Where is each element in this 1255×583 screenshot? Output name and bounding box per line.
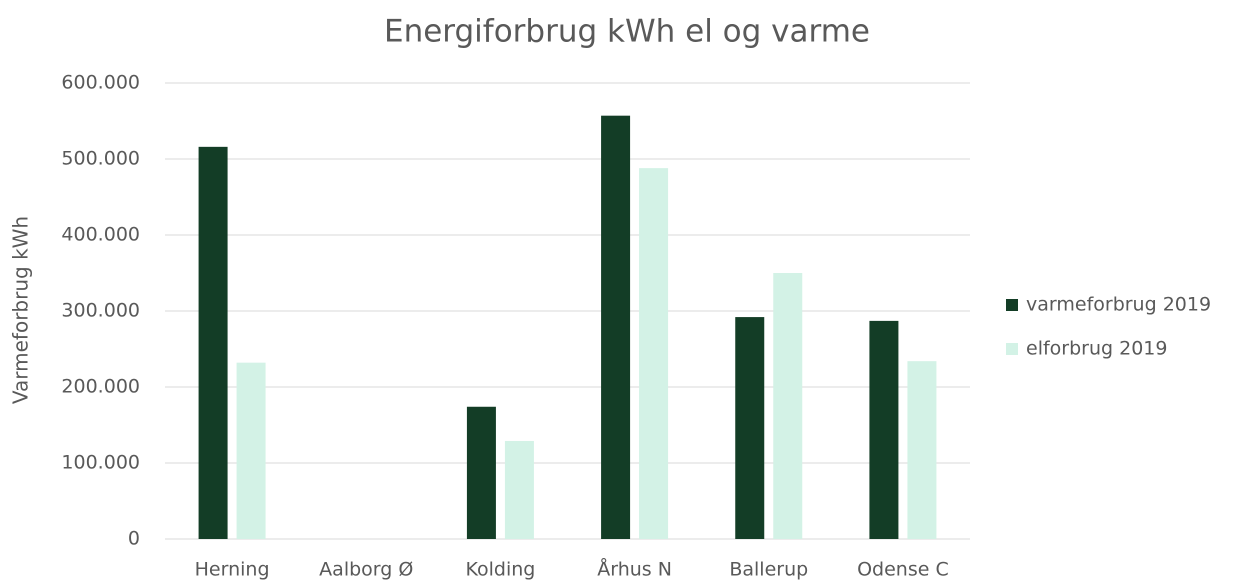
y-tick-label: 500.000 xyxy=(61,148,140,170)
legend-swatch xyxy=(1006,299,1018,311)
bar xyxy=(639,168,669,539)
bar xyxy=(907,361,937,539)
bar xyxy=(773,273,803,539)
y-tick-label: 200.000 xyxy=(61,376,140,398)
bar xyxy=(869,320,899,539)
x-tick-label: Ballerup xyxy=(729,559,808,581)
bar xyxy=(466,406,496,539)
y-tick-label: 600.000 xyxy=(61,72,140,94)
bar xyxy=(236,362,266,539)
legend-swatch xyxy=(1006,343,1018,355)
chart-title: Energiforbrug kWh el og varme xyxy=(384,14,870,50)
bar xyxy=(198,146,228,539)
bar xyxy=(601,115,631,540)
y-tick-label: 400.000 xyxy=(61,224,140,246)
legend-label: varmeforbrug 2019 xyxy=(1026,294,1211,316)
x-tick-label: Århus N xyxy=(597,558,672,581)
x-tick-label: Kolding xyxy=(465,559,535,581)
x-tick-label: Odense C xyxy=(857,559,949,581)
legend-label: elforbrug 2019 xyxy=(1026,338,1167,360)
y-tick-label: 0 xyxy=(128,528,140,550)
x-tick-label: Herning xyxy=(195,559,270,581)
y-tick-label: 100.000 xyxy=(61,452,140,474)
bar xyxy=(735,317,765,539)
x-tick-label: Aalborg Ø xyxy=(319,559,413,581)
y-tick-label: 300.000 xyxy=(61,300,140,322)
y-axis-label: Varmeforbrug kWh xyxy=(9,216,33,404)
bar xyxy=(504,440,534,539)
